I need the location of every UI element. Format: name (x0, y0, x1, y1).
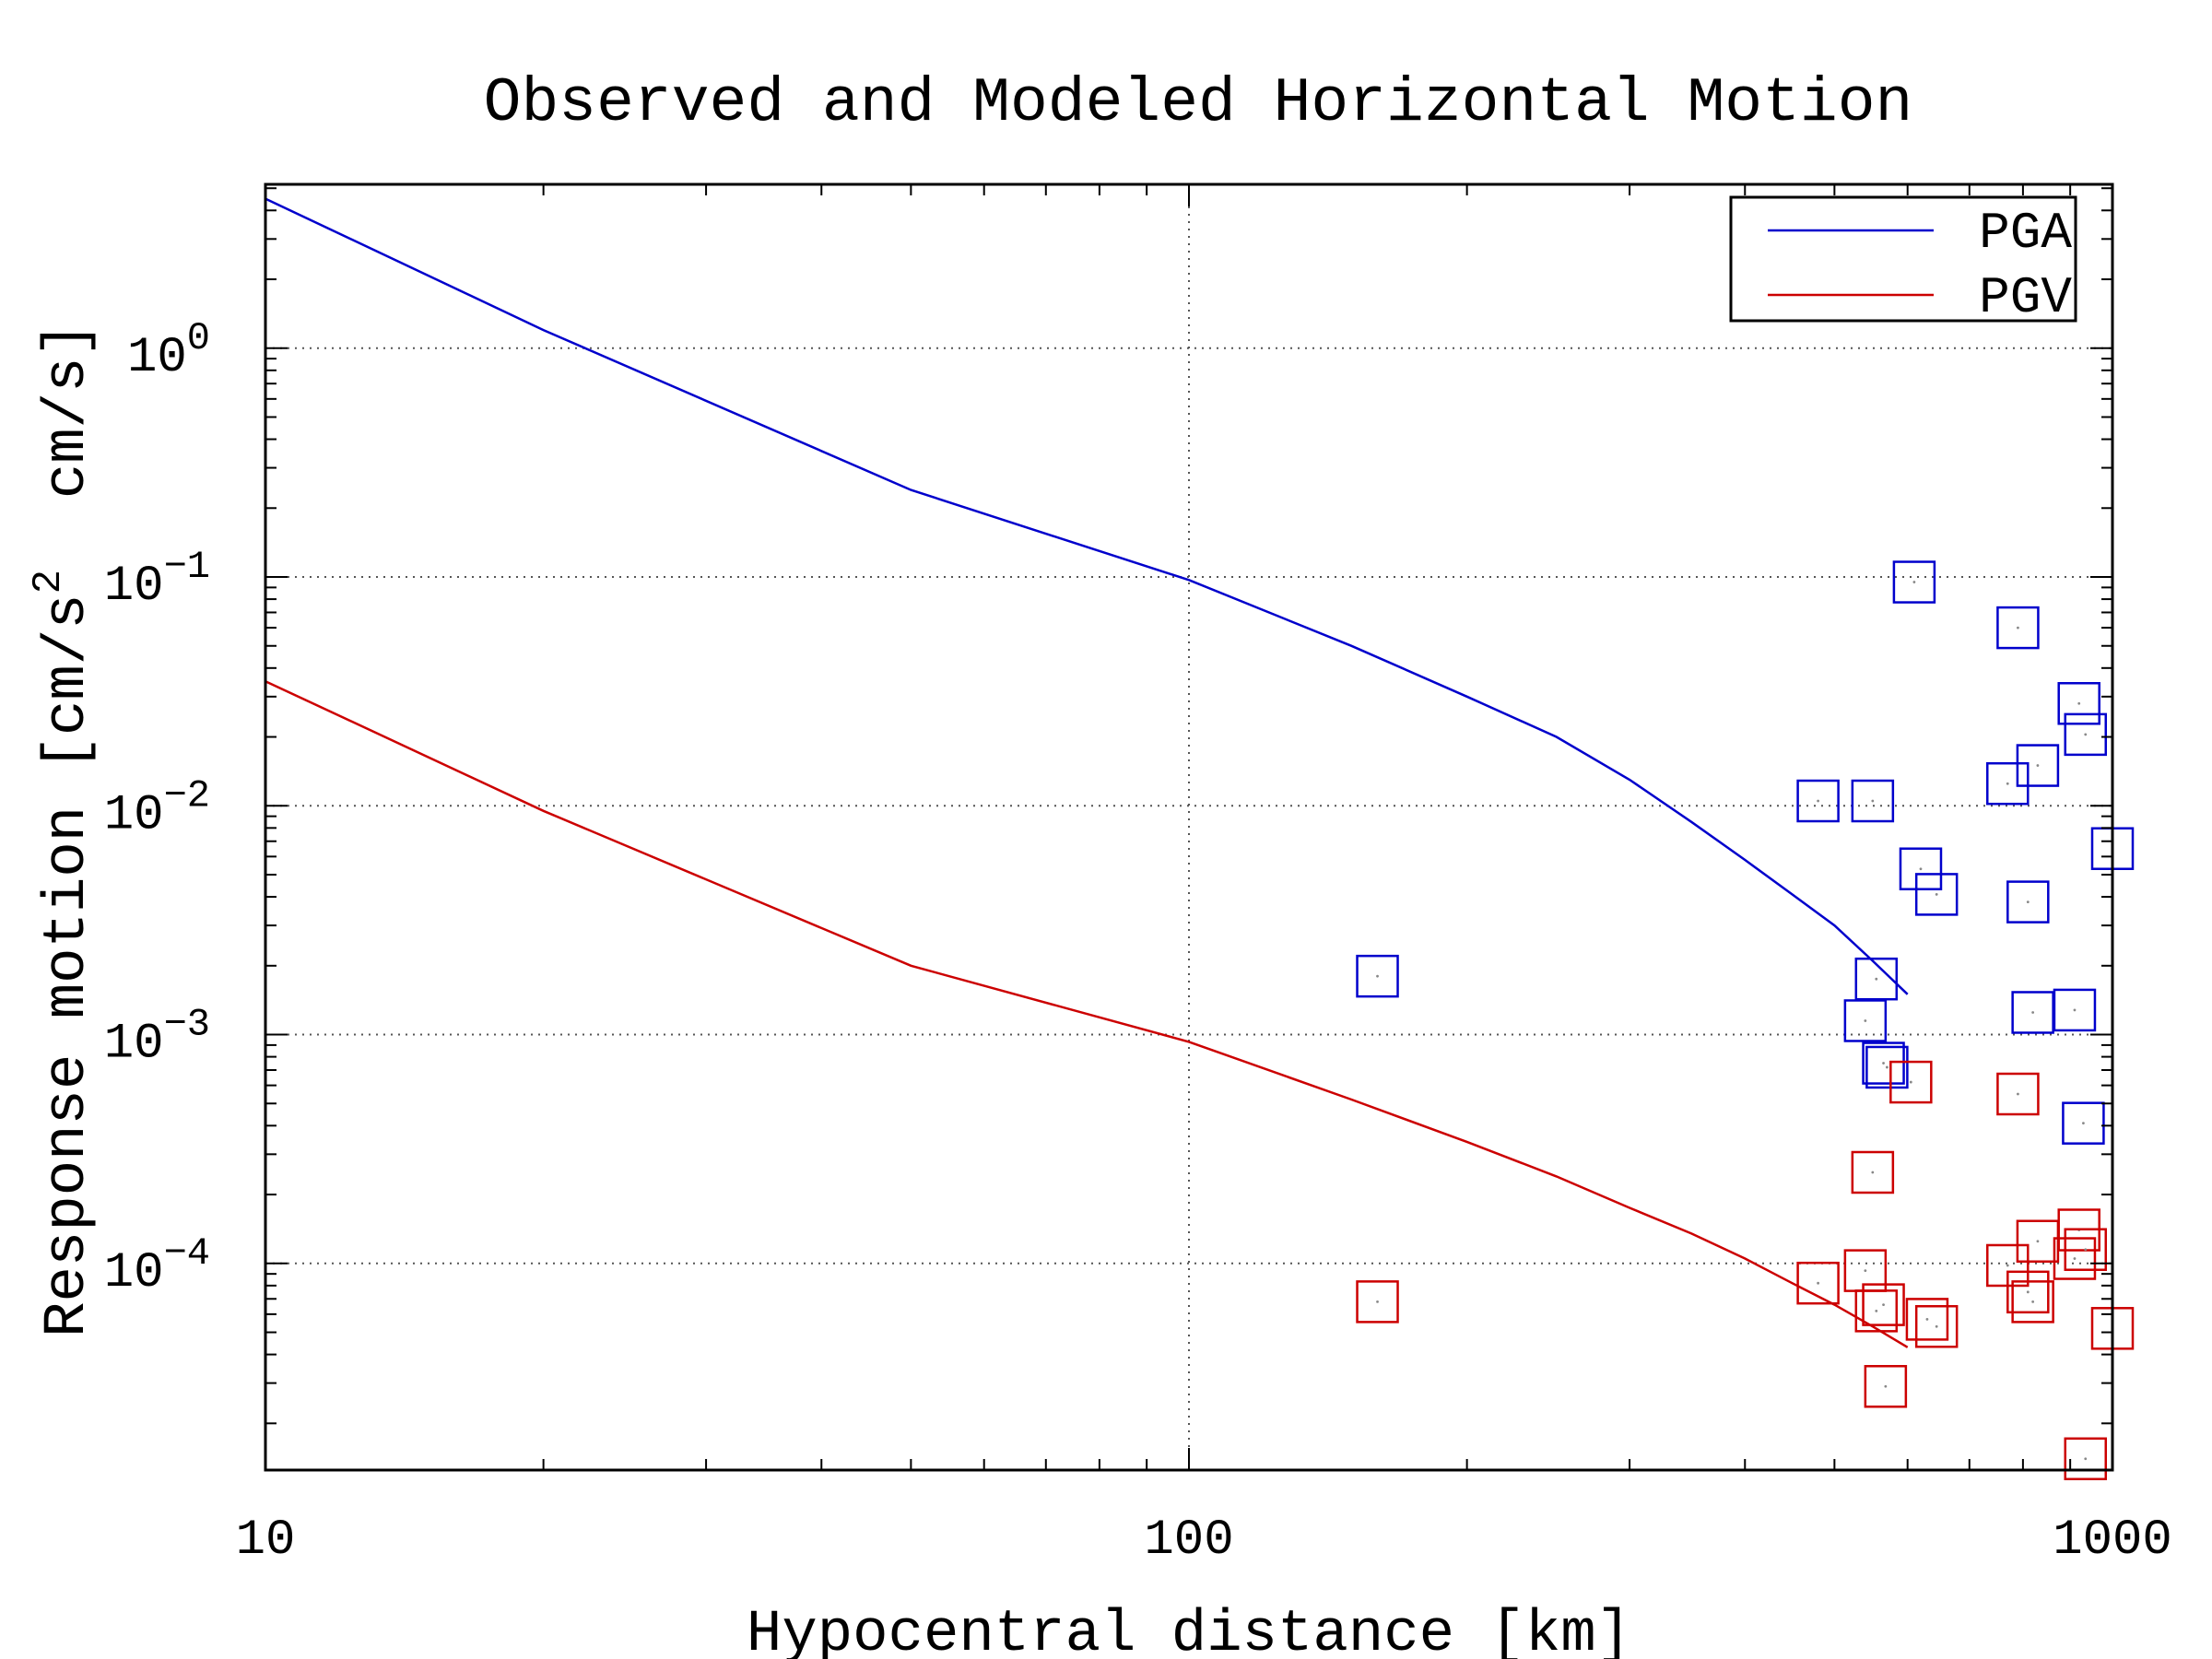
pgv-observation-marker (1796, 1261, 1840, 1305)
pga-observation-marker (1914, 873, 1959, 916)
axis-ticks (265, 184, 2113, 1470)
pgv-observation-dot (2031, 1300, 2035, 1303)
pga-observation-marker (2011, 991, 2054, 1034)
pgv-observation-dot (1882, 1303, 1885, 1306)
pgv-observation-dot (2084, 1248, 2088, 1252)
pga-observation-dot (2031, 1011, 2035, 1014)
pga-observation-dot (1875, 977, 1878, 981)
pgv-observation-marker (1905, 1298, 1949, 1341)
pga-observation-marker (2006, 880, 2050, 924)
pgv-observation-dot (2006, 1264, 2009, 1267)
pgv-observation-marker (2011, 1280, 2054, 1324)
pga-observation-dot (2082, 1122, 2085, 1125)
y-tick-label: 10−3 (104, 1003, 210, 1073)
y-tick-label: 10−2 (104, 773, 210, 843)
pga-observation-marker (1986, 761, 2030, 806)
pgv-observation-marker (1862, 1283, 1905, 1326)
pga-observation-marker (1899, 847, 1943, 890)
x-tick-label: 1000 (2053, 1512, 2172, 1569)
pgv-model-curve (265, 680, 1909, 1348)
pgv-observation-marker (1864, 1365, 1908, 1408)
pga-observation-dot (1885, 1065, 1888, 1069)
pga-observation-dot (1817, 799, 1820, 803)
pga-observation-dot (2073, 1008, 2077, 1012)
pgv-observation-dot (1909, 1080, 1912, 1084)
pga-observation-dot (2026, 900, 2030, 904)
tick-labels: 10 100 1000 100 10−1 10−2 10−3 10−4 (104, 316, 2172, 1569)
pga-observation-dot (2084, 733, 2088, 736)
x-tick-label: 100 (1144, 1512, 1233, 1569)
pgv-observation-marker (1889, 1060, 1933, 1104)
pga-observation-marker (2062, 1101, 2105, 1145)
pga-observation-dot (2036, 764, 2040, 767)
pga-observation-marker (1851, 779, 1895, 823)
pga-observation-dot (1882, 1062, 1885, 1065)
model-curves (265, 197, 1909, 1348)
pgv-observation-marker (2006, 1270, 2050, 1314)
pgv-observation-dot (1864, 1269, 1867, 1273)
x-tick-label: 10 (236, 1512, 296, 1569)
legend-label-pga: PGA (1979, 204, 2072, 263)
pgv-observation-marker (1356, 1280, 1399, 1324)
legend-label-pgv: PGV (1979, 268, 2072, 327)
pgv-observation-dot (2036, 1240, 2040, 1243)
pgv-observation-dot (2073, 1257, 2077, 1260)
legend-box (1729, 195, 2077, 323)
pgv-observation-dot (2017, 1092, 2019, 1096)
y-tick-label: 10−1 (104, 545, 210, 615)
pga-observation-marker (1843, 999, 1888, 1042)
pgv-observation-dot (1817, 1281, 1820, 1285)
pgv-observation-dot (2084, 1457, 2088, 1461)
pga-observation-dot (1871, 799, 1875, 803)
pga-observation-marker (2053, 988, 2097, 1032)
pgv-observation-marker (2064, 1437, 2108, 1481)
pgv-observation-dot (1875, 1309, 1878, 1312)
pga-observation-marker (1854, 957, 1899, 1001)
pga-observation-dot (1864, 1019, 1867, 1022)
pga-observation-marker (1796, 779, 1840, 823)
y-tick-label: 100 (127, 316, 210, 386)
pgv-observation-marker (1854, 1289, 1899, 1333)
pgv-observation-dot (1884, 1384, 1888, 1388)
pga-observation-marker (1356, 954, 1399, 998)
pga-observation-marker (2016, 744, 2060, 787)
chart-title: Observed and Modeled Horizontal Motion (484, 68, 1913, 139)
pgv-observation-dot (1871, 1171, 1875, 1174)
pgv-observation-marker (2064, 1228, 2108, 1271)
pgv-observation-dot (1925, 1318, 1929, 1321)
pga-observation-marker (1862, 1041, 1905, 1085)
pgv-observation-dot (2026, 1290, 2030, 1294)
grid-lines (265, 184, 2112, 1470)
pga-observation-marker (1892, 560, 1936, 604)
pga-observation-dot (2017, 626, 2019, 629)
pga-observation-dot (1919, 867, 1923, 871)
observation-markers (1356, 560, 2135, 1481)
y-axis-label: Response motion [cm/s2 cm/s] (26, 322, 101, 1337)
pgv-observation-marker (1996, 1072, 2040, 1116)
pga-observation-marker (1996, 606, 2040, 650)
pga-observation-marker (2064, 712, 2108, 757)
pga-observation-marker (1865, 1045, 1909, 1089)
pgv-observation-dot (1935, 1324, 1938, 1328)
pgv-observation-dot (1376, 1300, 1379, 1303)
pgv-observation-marker (2053, 1237, 2097, 1280)
pgv-observation-marker (1914, 1304, 1959, 1348)
pga-observation-marker (2057, 682, 2100, 725)
pga-model-curve (265, 197, 1909, 995)
y-tick-label: 10−4 (104, 1231, 210, 1301)
pga-observation-dot (1912, 581, 1916, 583)
x-axis-label: Hypocentral distance [km] (747, 1602, 1631, 1659)
pga-observation-dot (2006, 782, 2009, 785)
pgv-observation-marker (1851, 1150, 1895, 1194)
pga-observation-dot (1935, 893, 1938, 896)
pga-observation-dot (1376, 974, 1379, 978)
pga-observation-dot (2077, 701, 2081, 705)
